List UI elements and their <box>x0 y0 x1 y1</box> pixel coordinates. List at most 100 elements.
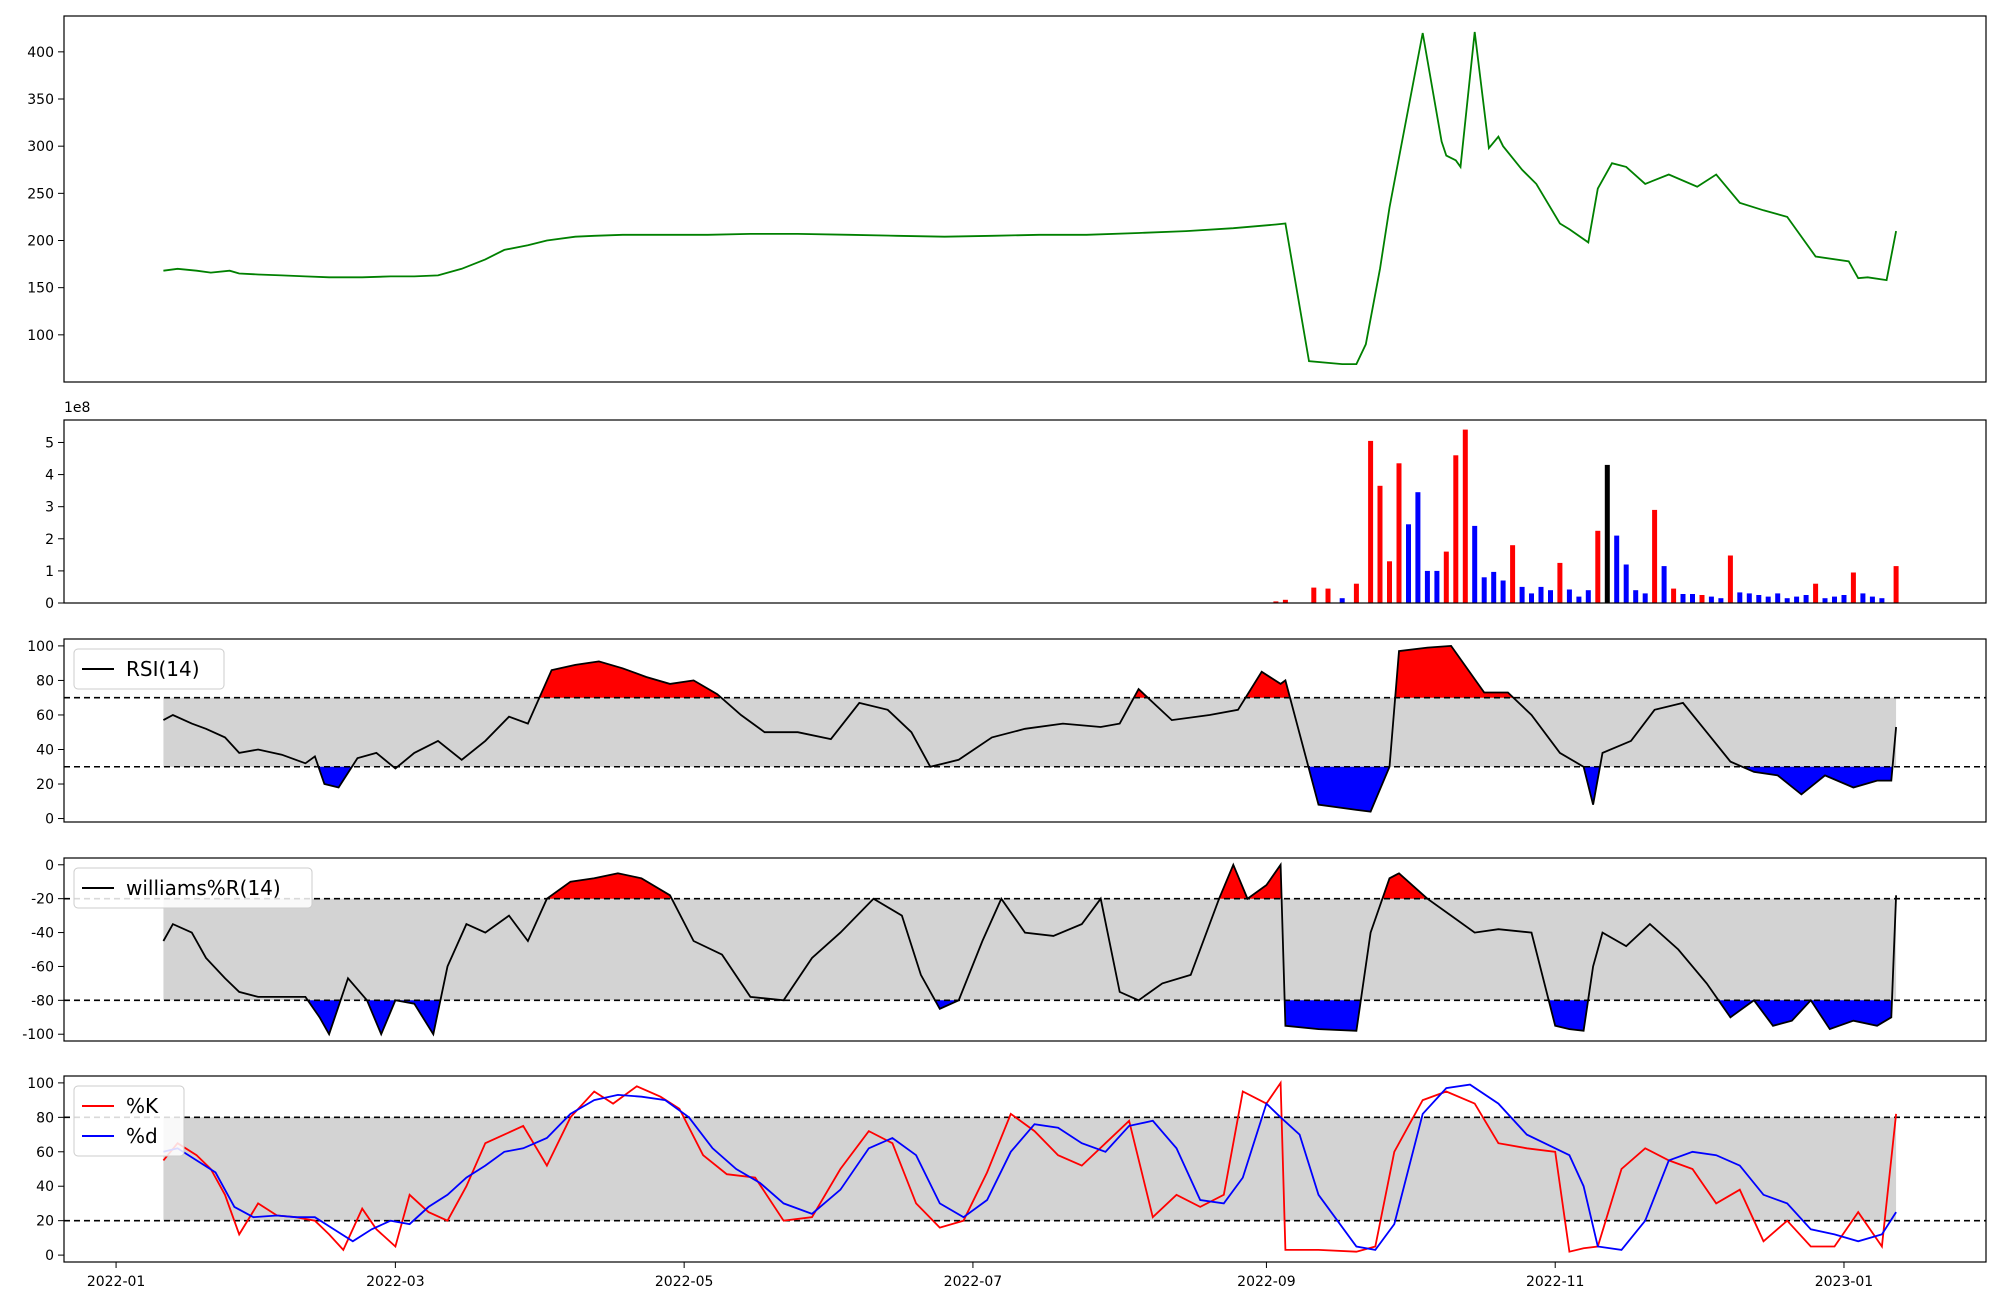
volume-bar <box>1453 455 1459 603</box>
volume-bar <box>1339 598 1345 603</box>
volume-bar <box>1311 587 1317 603</box>
x-tick-label: 2022-11 <box>1526 1274 1585 1290</box>
volume-bar <box>1415 492 1421 603</box>
volume-bar <box>1623 564 1629 603</box>
volume-bar <box>1652 509 1658 603</box>
williams-overbought-fill <box>1219 865 1282 899</box>
williams-series-line-0 <box>162 862 1897 1037</box>
price-line <box>163 31 1897 366</box>
volume-bar <box>1699 595 1705 603</box>
williams-ytick-label: -40 <box>31 926 54 942</box>
rsi-ytick-label: 80 <box>36 673 54 689</box>
rsi-oversold-fill <box>1308 766 1390 812</box>
volume-bar <box>1510 545 1516 603</box>
volume-ytick-label: 5 <box>45 435 54 451</box>
rsi-series-line-0 <box>162 644 1897 813</box>
stochastic-ytick-label: 100 <box>27 1076 54 1092</box>
volume-bar <box>1377 485 1383 603</box>
rsi-ytick-label: 40 <box>36 742 54 758</box>
shared-x-axis: 2022-01 2022-03 2022-05 2022-07 2022-09 2022-… <box>87 1262 1873 1290</box>
williams-overbought-fill <box>546 873 672 899</box>
volume-bar <box>1529 593 1534 603</box>
stochastic-ytick-label: 80 <box>36 1110 54 1126</box>
volume-bar <box>1765 596 1771 603</box>
williams-oversold-fill <box>1548 1000 1588 1031</box>
stochastic-ytick-label: 60 <box>36 1145 54 1161</box>
williams-ytick-label: -80 <box>31 993 54 1009</box>
volume-bar <box>1671 588 1677 603</box>
volume-bar <box>1708 596 1714 603</box>
volume-bar <box>1680 594 1686 603</box>
volume-bar <box>1832 596 1837 603</box>
volume-bar <box>1368 440 1374 603</box>
x-tick-label: 2022-01 <box>87 1274 146 1290</box>
stochastic-series-line-0 <box>162 1080 1897 1253</box>
volume-bar <box>1841 595 1847 603</box>
volume-ytick-label: 3 <box>45 500 54 516</box>
williams-ytick-label: -20 <box>31 892 54 908</box>
williams-ytick-label: -60 <box>31 959 54 975</box>
williams-oversold-fill <box>1284 1000 1361 1031</box>
rsi-oversold-fill <box>318 766 352 788</box>
price-plot-area <box>64 16 1986 382</box>
volume-bar <box>1756 595 1762 603</box>
rsi-ytick-label: 60 <box>36 708 54 724</box>
volume-bar <box>1746 593 1752 603</box>
rsi-overbought-fill <box>1395 645 1513 698</box>
price-ytick-label: 100 <box>27 328 54 344</box>
volume-bar <box>1585 590 1591 603</box>
williams-legend-label: williams%R(14) <box>126 876 281 900</box>
rsi-overbought-fill <box>1133 689 1148 698</box>
stochastic-series-line-1 <box>163 1083 1897 1251</box>
price-panel: 100 150 200 250 300 350 400 <box>27 15 1987 383</box>
volume-bar <box>1642 593 1648 603</box>
stochastic-legend <box>73 1085 185 1157</box>
volume-bar <box>1353 583 1359 603</box>
volume-bar <box>1273 601 1279 603</box>
volume-bar <box>1519 586 1525 603</box>
volume-bar <box>1325 588 1331 603</box>
volume-bar <box>1472 525 1478 603</box>
stochastic-ytick-label: 40 <box>36 1179 54 1195</box>
williams-frame <box>63 857 1987 1042</box>
volume-bar <box>1595 530 1601 603</box>
volume-bar <box>1718 598 1724 603</box>
williams-ytick-label: -100 <box>22 1027 54 1043</box>
price-ytick-label: 300 <box>27 139 54 155</box>
williams-oversold-fill <box>367 1000 440 1034</box>
volume-bar <box>1803 595 1809 603</box>
stochastic-panel: 0 20 40 60 80 100 %K %d <box>27 1075 1987 1264</box>
x-tick-label: 2023-01 <box>1815 1274 1874 1290</box>
volume-ytick-label: 4 <box>45 468 54 484</box>
rsi-overbought-fill <box>1245 671 1290 698</box>
williams-ytick-label: 0 <box>45 858 54 874</box>
volume-bar <box>1538 586 1544 603</box>
volume-plot-area <box>64 420 1986 603</box>
williams-legend <box>73 867 313 909</box>
rsi-neutral-band <box>163 697 1897 767</box>
volume-bar <box>1850 572 1856 603</box>
volume-bar <box>1661 566 1667 603</box>
x-tick-label: 2022-07 <box>944 1274 1003 1290</box>
rsi-legend <box>73 648 225 690</box>
volume-bar <box>1737 592 1743 603</box>
volume-ytick-label: 2 <box>45 532 54 548</box>
volume-frame <box>63 419 1987 604</box>
volume-bar <box>1784 598 1790 603</box>
price-ytick-label: 400 <box>27 45 54 61</box>
volume-bar <box>1869 596 1875 603</box>
volume-bar <box>1396 463 1402 603</box>
volume-bar <box>1282 599 1288 603</box>
rsi-oversold-fill <box>1583 766 1600 805</box>
volume-bar <box>1775 593 1781 603</box>
volume-bar <box>1690 594 1695 603</box>
volume-bar <box>1424 570 1430 603</box>
rsi-legend-label: RSI(14) <box>126 657 200 681</box>
x-tick-label: 2022-03 <box>366 1274 425 1290</box>
rsi-ytick-label: 100 <box>27 639 54 655</box>
price-frame <box>63 15 1987 383</box>
volume-bar <box>1557 562 1563 603</box>
price-ytick-label: 200 <box>27 234 54 250</box>
rsi-panel: 0 20 40 60 80 100 RSI(14) <box>27 638 1987 828</box>
